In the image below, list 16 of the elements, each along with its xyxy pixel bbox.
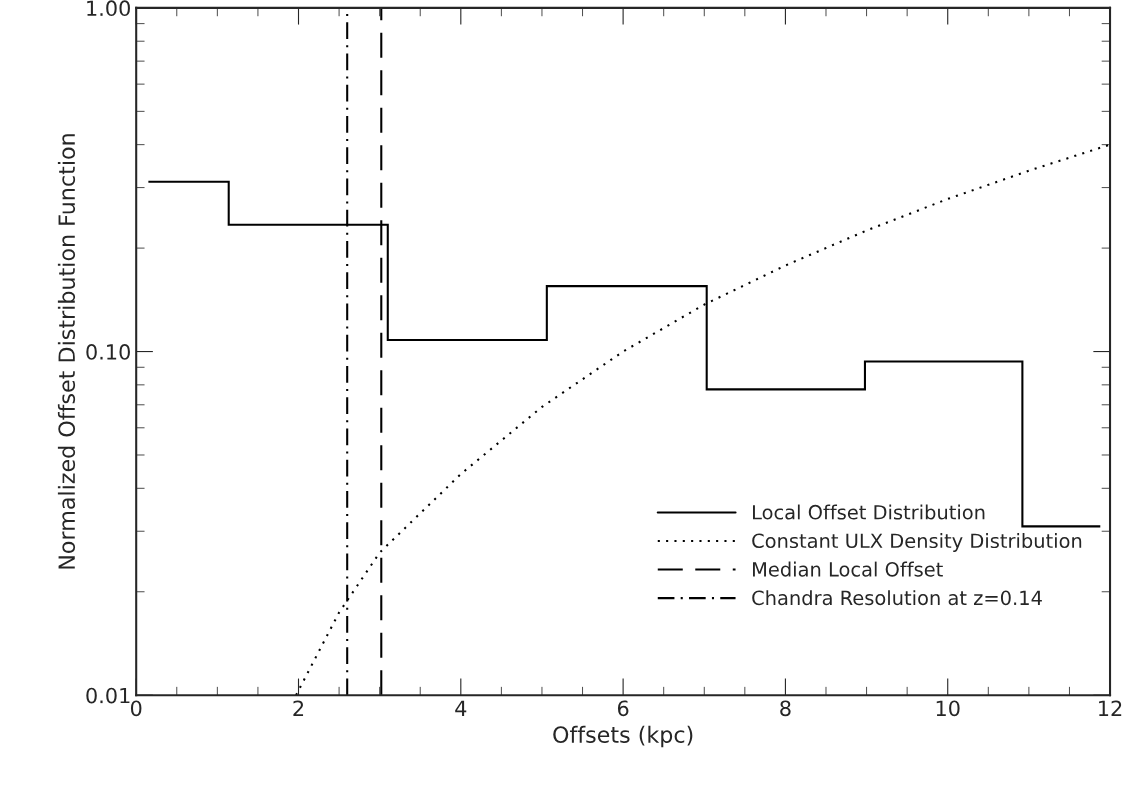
legend-label: Median Local Offset <box>753 561 943 577</box>
legend-label: Local Offset Distribution <box>753 504 985 520</box>
x-tick-label: 4 <box>455 700 467 716</box>
x-tick-label: 12 <box>1099 700 1122 716</box>
x-tick-label: 0 <box>130 700 142 717</box>
legend-label: Constant ULX Density Distribution <box>752 533 1082 552</box>
x-tick-label: 6 <box>617 700 629 717</box>
y-tick-label: 0.10 <box>86 344 130 360</box>
x-axis-title: Offsets (kpc) <box>553 725 693 748</box>
y-axis-title: Normalized Offset Distribution Function <box>57 134 76 569</box>
x-tick-label: 10 <box>936 700 960 717</box>
legend-label: Chandra Resolution at z=0.14 <box>752 590 1042 606</box>
x-tick-label: 8 <box>780 700 791 717</box>
y-tick-label: 1.00 <box>87 0 130 17</box>
y-tick-label: 0.01 <box>86 687 130 704</box>
x-tick-label: 2 <box>293 700 304 716</box>
